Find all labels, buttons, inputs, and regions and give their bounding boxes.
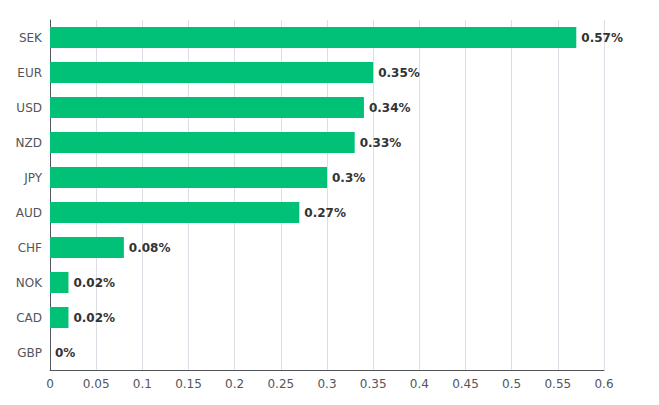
svg-text:0: 0 [46,377,54,391]
svg-text:0.05: 0.05 [83,377,110,391]
svg-text:0.6: 0.6 [594,377,613,391]
svg-text:0.3: 0.3 [317,377,336,391]
svg-text:0.35%: 0.35% [378,66,420,80]
svg-text:0.02%: 0.02% [73,276,115,290]
svg-text:NZD: NZD [16,136,42,150]
svg-text:0.25: 0.25 [267,377,294,391]
svg-text:AUD: AUD [16,206,42,220]
svg-text:NOK: NOK [16,276,43,290]
svg-text:0.02%: 0.02% [73,311,115,325]
svg-text:0.57%: 0.57% [581,31,623,45]
svg-text:GBP: GBP [17,346,42,360]
svg-text:0.35: 0.35 [360,377,387,391]
svg-text:0.5: 0.5 [502,377,521,391]
svg-text:0.3%: 0.3% [332,171,365,185]
svg-text:EUR: EUR [17,66,42,80]
svg-text:0%: 0% [55,346,75,360]
svg-text:0.34%: 0.34% [369,101,411,115]
svg-text:0.1: 0.1 [133,377,152,391]
svg-text:USD: USD [16,101,42,115]
svg-text:0.33%: 0.33% [360,136,402,150]
svg-text:0.15: 0.15 [175,377,202,391]
svg-text:SEK: SEK [19,31,43,45]
svg-text:0.45: 0.45 [452,377,479,391]
svg-text:0.4: 0.4 [410,377,429,391]
svg-text:0.08%: 0.08% [129,241,171,255]
svg-text:0.27%: 0.27% [304,206,346,220]
svg-text:0.55: 0.55 [544,377,571,391]
svg-text:JPY: JPY [23,171,43,185]
svg-text:CAD: CAD [16,311,42,325]
svg-text:0.2: 0.2 [225,377,244,391]
svg-text:CHF: CHF [18,241,42,255]
